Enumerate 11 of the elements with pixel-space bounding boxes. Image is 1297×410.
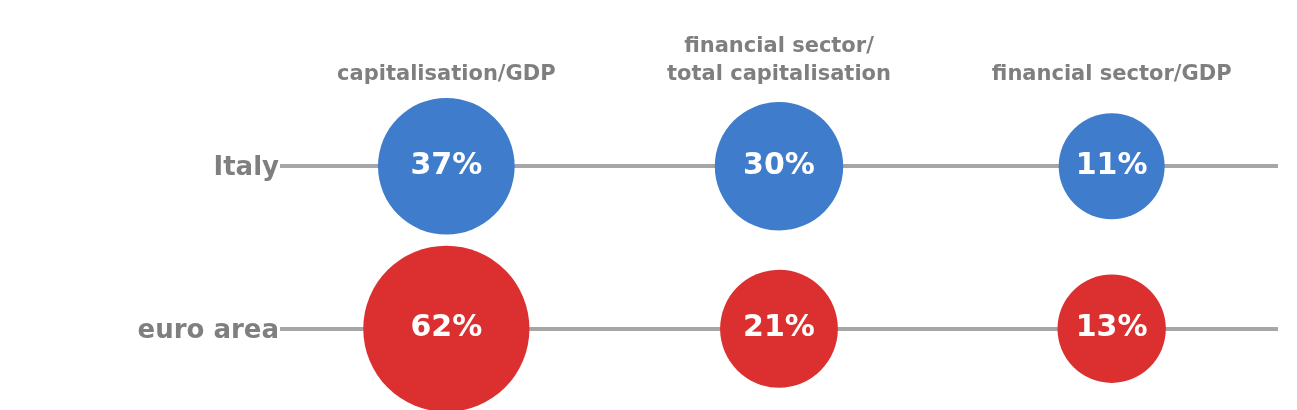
category-label: euro area (137, 313, 279, 344)
data-label: 37% (410, 145, 483, 181)
data-label: 30% (743, 145, 815, 181)
data-label: 11% (1075, 145, 1148, 181)
data-label: 21% (743, 308, 815, 344)
data-label: 13% (1075, 308, 1148, 344)
category-label: financial sector/ total capitalisation (667, 33, 891, 85)
category-label: financial sector/GDP (991, 60, 1232, 85)
category-label: capitalisation/GDP (337, 60, 556, 85)
category-label: Italy (213, 151, 279, 182)
data-label: 62% (410, 308, 483, 344)
